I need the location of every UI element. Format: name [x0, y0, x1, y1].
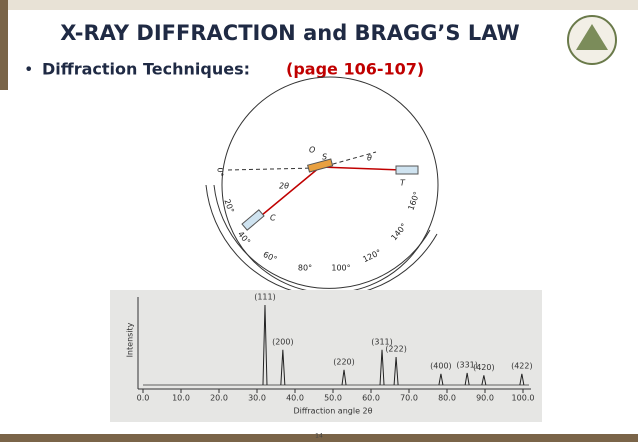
scale-label: 100°: [331, 264, 350, 273]
logo: [567, 15, 617, 65]
x-tick-label: 40.0: [286, 394, 304, 403]
diagram-point-label: C: [270, 214, 276, 223]
x-tick-label: 80.0: [438, 394, 456, 403]
x-tick-label: 0.0: [137, 394, 150, 403]
bullet-dot: •: [24, 60, 33, 79]
scale-label: 140°: [389, 222, 408, 243]
x-tick-label: 10.0: [172, 394, 190, 403]
x-tick-label: 30.0: [248, 394, 266, 403]
peak: [280, 349, 286, 386]
peak: [481, 375, 487, 386]
xrd-panel: [110, 290, 542, 422]
peak: [341, 369, 347, 386]
title: X-RAY DIFFRACTION and BRAGG’S LAW: [60, 21, 519, 45]
peak: [379, 349, 385, 386]
peak: [393, 356, 399, 386]
x-tick-label: 100.0: [512, 394, 535, 403]
page-number: 14: [315, 433, 323, 440]
x-tick-label: 70.0: [400, 394, 418, 403]
peak-label: (222): [385, 345, 407, 354]
peak-label: (331): [456, 361, 478, 370]
peak-label: (311): [371, 337, 393, 346]
scale-label: 60°: [262, 250, 279, 264]
peak: [262, 304, 268, 386]
peak: [438, 373, 444, 386]
peak-label: (200): [272, 337, 294, 346]
peak-label: (420): [473, 363, 495, 372]
peak: [519, 373, 525, 386]
scale-label: 0°: [216, 167, 225, 176]
diagram-point-label: T: [400, 179, 406, 188]
scale-label: 80°: [298, 264, 312, 273]
scale-label: 160°: [406, 190, 421, 211]
x-tick-label: 90.0: [476, 394, 494, 403]
y-axis-label: Intensity: [126, 322, 135, 357]
top-band: [0, 0, 638, 10]
left-band: [0, 0, 8, 90]
x-tick-label: 50.0: [324, 394, 342, 403]
peak-label: (400): [430, 361, 452, 370]
x-tick-label: 60.0: [362, 394, 380, 403]
xrd-chart: 0.0 10.0 20.0 30.0 40.0 50.0 60.0 70.0 80.0 90.0 1…: [126, 293, 535, 416]
diagram-point-label: S: [322, 153, 327, 162]
scale-label: 120°: [361, 248, 382, 264]
diagram-point-label: θ: [367, 154, 372, 163]
bullet-text: Diffraction Techniques:: [42, 60, 250, 79]
peak-label: (220): [333, 357, 355, 366]
peak-label: (111): [254, 293, 276, 302]
peak: [464, 372, 470, 386]
x-tick-label: 20.0: [210, 394, 228, 403]
x-axis-label: Diffraction angle 2θ: [293, 407, 372, 416]
bottom-band: [0, 434, 638, 442]
diagram-point-label: O: [309, 146, 315, 155]
peak-label: (422): [511, 361, 533, 370]
bullet-ref: (page 106-107): [286, 60, 424, 79]
diagram-point-label: 2θ: [279, 182, 289, 191]
scale-label: 20°: [222, 198, 235, 214]
